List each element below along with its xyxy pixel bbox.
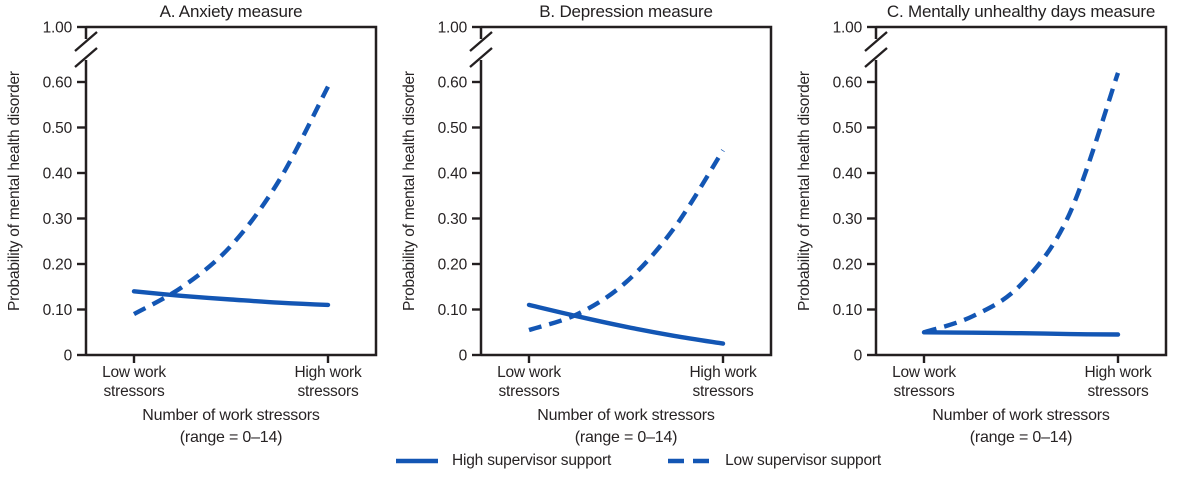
y-tick-label: 0.60 <box>43 75 73 92</box>
series-line-solid <box>131 289 331 308</box>
y-tick-label: 0.60 <box>833 75 863 92</box>
x-tick-low-line2: stressors <box>103 383 165 400</box>
panel-anxiety: A. Anxiety measure Probability of mental… <box>0 0 395 455</box>
x-tick-high-line2: stressors <box>297 383 359 400</box>
x-tick-label-high: High work stressors <box>653 363 793 401</box>
y-tick-label: 0.30 <box>43 211 73 228</box>
y-axis-break-icon <box>469 47 493 68</box>
y-tick-label: 0.50 <box>833 120 863 137</box>
x-tick-high-line2: stressors <box>692 383 754 400</box>
y-tick-label: 0.20 <box>43 257 73 274</box>
panel-mentally-unhealthy-days: C. Mentally unhealthy days measure Proba… <box>790 0 1185 455</box>
axis-frame <box>479 25 773 357</box>
legend: High supervisor support Low supervisor s… <box>0 452 1185 470</box>
y-tick-label: 0.30 <box>833 211 863 228</box>
x-tick-label-low: Low work stressors <box>854 363 994 401</box>
x-tick-label-high: High work stressors <box>258 363 398 401</box>
y-tick-label: 0 <box>854 348 863 365</box>
y-tick-label: 0.40 <box>833 166 863 183</box>
x-tick-label-low: Low work stressors <box>459 363 599 401</box>
x-axis-range: (range = 0–14) <box>179 429 283 446</box>
x-axis-range: (range = 0–14) <box>574 429 678 446</box>
y-tick-label: 0 <box>64 348 73 365</box>
x-tick-high-line1: High work <box>1084 364 1152 381</box>
panel-depression: B. Depression measure Probability of men… <box>395 0 790 455</box>
legend-label-low-support: Low supervisor support <box>725 452 881 469</box>
y-tick-label: 1.00 <box>43 20 73 37</box>
y-axis-break-icon <box>469 31 493 52</box>
series-line-dashed <box>923 72 1121 335</box>
x-axis-range: (range = 0–14) <box>969 429 1073 446</box>
x-tick-low-line1: Low work <box>102 364 166 381</box>
y-axis-break-icon <box>74 47 98 68</box>
y-tick-label: 1.00 <box>833 20 863 37</box>
solid-line-icon <box>396 458 439 464</box>
legend-item-low-support: Low supervisor support <box>667 452 881 470</box>
plot-area-mentally-unhealthy-days: 0 0.10 0.20 0.30 0.40 0.50 0.60 1.00 <box>833 20 1168 365</box>
series-line-solid <box>526 302 726 346</box>
y-axis-break-icon <box>864 47 888 68</box>
x-tick-low-line1: Low work <box>892 364 956 381</box>
x-tick-label-high: High work stressors <box>1048 363 1185 401</box>
y-tick-label: 0.40 <box>438 166 468 183</box>
y-tick-label: 0 <box>459 348 468 365</box>
plot-area-depression: 0 0.10 0.20 0.30 0.40 0.50 0.60 1.00 <box>438 20 773 365</box>
y-tick-label: 0.50 <box>438 120 468 137</box>
y-tick-label: 0.50 <box>43 120 73 137</box>
y-axis-break-icon <box>864 31 888 52</box>
y-tick-label: 1.00 <box>438 20 468 37</box>
y-tick-label: 0.40 <box>43 166 73 183</box>
y-tick-label: 0.20 <box>833 257 863 274</box>
y-tick-label: 0.10 <box>438 302 468 319</box>
plot-area-anxiety: 0 0.10 0.20 0.30 0.40 0.50 0.60 1.00 <box>43 20 378 365</box>
axis-frame <box>874 25 1168 357</box>
y-axis-break-icon <box>74 31 98 52</box>
x-tick-low-line2: stressors <box>498 383 560 400</box>
dashed-line-icon <box>668 458 713 464</box>
y-tick-label: 0.10 <box>833 302 863 319</box>
y-tick-label: 0.30 <box>438 211 468 228</box>
x-tick-label-low: Low work stressors <box>64 363 204 401</box>
series-line-dashed <box>132 85 330 317</box>
x-tick-high-line1: High work <box>294 364 362 381</box>
x-tick-high-line2: stressors <box>1087 383 1149 400</box>
panel-title-a: A. Anxiety measure <box>159 2 303 21</box>
x-tick-low-line1: Low work <box>497 364 561 381</box>
x-axis-title: Number of work stressors <box>932 407 1110 424</box>
x-tick-low-line2: stressors <box>893 383 955 400</box>
y-tick-label: 0.10 <box>43 302 73 319</box>
x-axis-title: Number of work stressors <box>537 407 715 424</box>
y-tick-label: 0.20 <box>438 257 468 274</box>
legend-item-high-support: High supervisor support <box>394 452 611 470</box>
series-line-dashed <box>528 149 725 333</box>
series-line-solid <box>921 330 1121 337</box>
y-tick-label: 0.60 <box>438 75 468 92</box>
panel-title-c: C. Mentally unhealthy days measure <box>886 2 1156 21</box>
x-axis-title: Number of work stressors <box>142 407 320 424</box>
panel-title-b: B. Depression measure <box>539 2 713 21</box>
axis-frame <box>84 25 378 357</box>
legend-label-high-support: High supervisor support <box>452 452 612 469</box>
x-tick-high-line1: High work <box>689 364 757 381</box>
